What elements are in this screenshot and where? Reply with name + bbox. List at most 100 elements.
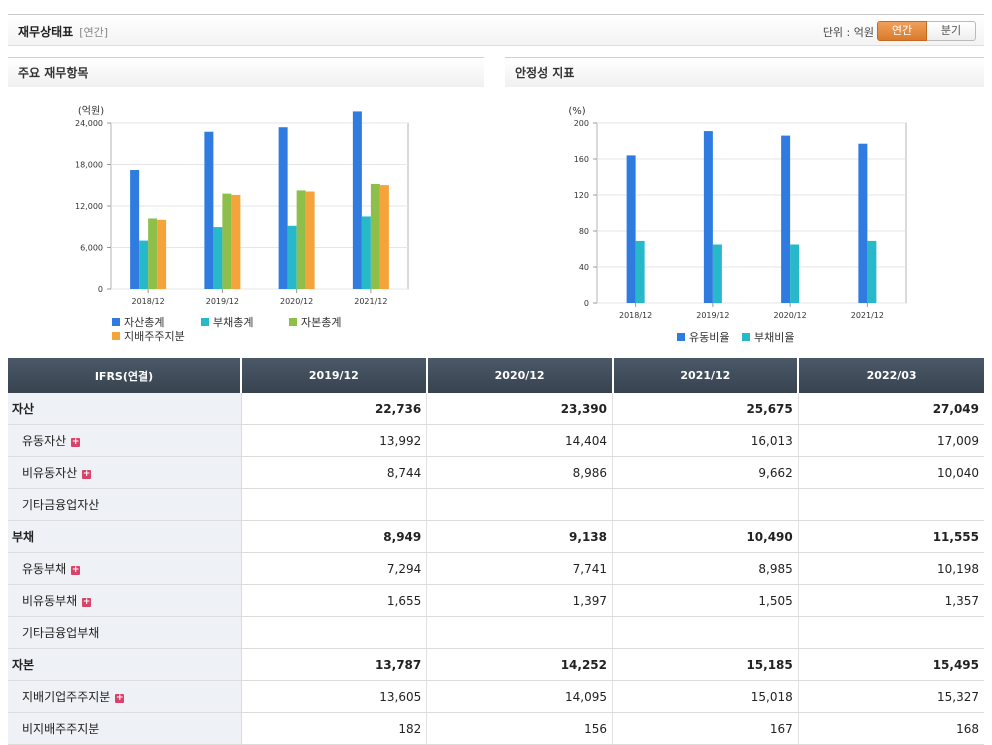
value-cell: 15,495 xyxy=(798,648,984,681)
value-cell: 16,013 xyxy=(612,424,799,457)
bar xyxy=(635,240,645,303)
bar xyxy=(130,170,140,289)
bar xyxy=(361,216,371,289)
y-axis-label: (억원) xyxy=(78,105,104,117)
value-cell xyxy=(241,488,428,521)
expand-plus-icon[interactable]: + xyxy=(71,565,81,575)
y-tick-label: 18,000 xyxy=(75,161,103,170)
stability-chart: 0 40 80 120 160 200 (%) 2018/12 2019/12 2020/12 20… xyxy=(568,106,907,344)
bar xyxy=(139,240,149,289)
plot-area xyxy=(596,122,907,304)
bar xyxy=(278,127,288,289)
bar xyxy=(858,143,868,303)
period-label: [연간] xyxy=(79,26,109,39)
key-items-title: 주요 재무항목 xyxy=(8,57,484,87)
x-tick-label: 2019/12 xyxy=(206,297,239,306)
value-cell: 1,357 xyxy=(798,584,984,617)
row-label: 부채 xyxy=(12,530,35,544)
value-cell: 7,294 xyxy=(241,552,428,585)
value-cell: 1,655 xyxy=(241,584,428,617)
row-label-cell: 자산 xyxy=(8,393,242,425)
table-row: 유동부채 +7,294 7,741 8,985 10,198 xyxy=(8,552,984,585)
bar xyxy=(370,183,380,289)
value-cell: 9,662 xyxy=(612,456,799,489)
column-header: 2020/12 xyxy=(426,358,614,393)
value-cell xyxy=(612,616,799,649)
value-cell: 25,675 xyxy=(612,393,799,425)
x-tick-label: 2018/12 xyxy=(132,297,165,306)
y-tick-label: 0 xyxy=(584,299,589,308)
value-cell: 14,095 xyxy=(426,680,613,713)
value-cell: 23,390 xyxy=(426,393,613,425)
bar xyxy=(296,190,306,289)
expand-plus-icon[interactable]: + xyxy=(115,693,125,703)
value-cell xyxy=(426,616,613,649)
stability-panel: 안정성 지표 0 40 80 120 160 200 (%) 2018/12 2019/12 20… xyxy=(505,57,984,357)
expand-plus-icon[interactable]: + xyxy=(82,597,92,607)
x-tick-label: 2021/12 xyxy=(851,311,884,320)
value-cell: 15,327 xyxy=(798,680,984,713)
row-label-cell: 부채 xyxy=(8,520,242,553)
bar xyxy=(157,219,167,289)
x-tick-label: 2020/12 xyxy=(774,311,807,320)
value-cell xyxy=(798,488,984,521)
y-tick-label: 200 xyxy=(574,119,589,128)
expand-plus-icon[interactable]: + xyxy=(71,437,81,447)
y-axis-label: (%) xyxy=(568,106,585,117)
ifrs-header: IFRS(연결) xyxy=(8,358,242,393)
value-cell: 11,555 xyxy=(798,520,984,553)
value-cell: 17,009 xyxy=(798,424,984,457)
value-cell: 13,605 xyxy=(241,680,428,713)
y-tick-label: 24,000 xyxy=(75,119,103,128)
key-items-chart: 0 6,000 12,000 18,000 24,000 (억원) 2018/12 2019/… xyxy=(75,105,409,343)
value-cell: 7,741 xyxy=(426,552,613,585)
bar xyxy=(712,244,722,303)
expand-plus-icon[interactable]: + xyxy=(82,469,92,479)
legend-swatch xyxy=(742,333,750,341)
row-label-cell: 유동부채 + xyxy=(8,552,242,585)
bar xyxy=(148,218,158,289)
x-tick-label: 2020/12 xyxy=(280,297,313,306)
value-cell: 182 xyxy=(241,712,428,745)
row-label: 자본 xyxy=(12,658,35,672)
y-tick-label: 40 xyxy=(579,263,589,272)
row-label-cell: 비유동부채 + xyxy=(8,584,242,617)
table-row: 기타금융업부채 xyxy=(8,616,984,649)
row-label: 비지배주주지분 xyxy=(22,722,100,736)
period-toggle: 연간 분기 xyxy=(877,21,976,41)
statement-title-text: 재무상태표 xyxy=(18,25,74,39)
value-cell: 8,986 xyxy=(426,456,613,489)
table-row: 유동자산 +13,992 14,404 16,013 17,009 xyxy=(8,424,984,457)
bar xyxy=(222,193,232,289)
y-tick-label: 120 xyxy=(574,191,589,200)
value-cell: 8,744 xyxy=(241,456,428,489)
value-cell: 167 xyxy=(612,712,799,745)
table-header-row: IFRS(연결) 2019/12 2020/12 2021/12 2022/03 xyxy=(8,358,984,393)
legend-swatch xyxy=(201,318,209,326)
bar xyxy=(204,131,214,289)
column-header: 2019/12 xyxy=(241,358,428,393)
value-cell: 14,252 xyxy=(426,648,613,681)
balance-sheet-table: IFRS(연결) 2019/12 2020/12 2021/12 2022/03… xyxy=(8,358,984,745)
value-cell: 15,185 xyxy=(612,648,799,681)
bar xyxy=(287,225,297,289)
table-row: 기타금융업자산 xyxy=(8,488,984,521)
bar xyxy=(213,227,223,289)
x-tick-label: 2021/12 xyxy=(354,297,387,306)
table-row: 지배기업주주지분 +13,605 14,095 15,018 15,327 xyxy=(8,680,984,713)
y-tick-label: 12,000 xyxy=(75,202,103,211)
value-cell: 10,198 xyxy=(798,552,984,585)
legend-label: 자본총계 xyxy=(301,316,341,329)
quarter-toggle-button[interactable]: 분기 xyxy=(927,21,976,41)
row-label-cell: 기타금융업부채 xyxy=(8,616,242,649)
value-cell xyxy=(798,616,984,649)
row-label-cell: 비유동자산 + xyxy=(8,456,242,489)
annual-toggle-button[interactable]: 연간 xyxy=(877,21,927,41)
stability-title: 안정성 지표 xyxy=(505,57,984,87)
bar xyxy=(626,155,636,303)
table-row: 자본 13,787 14,252 15,185 15,495 xyxy=(8,648,984,681)
value-cell: 168 xyxy=(798,712,984,745)
bar xyxy=(790,244,800,303)
value-cell: 14,404 xyxy=(426,424,613,457)
value-cell xyxy=(241,616,428,649)
